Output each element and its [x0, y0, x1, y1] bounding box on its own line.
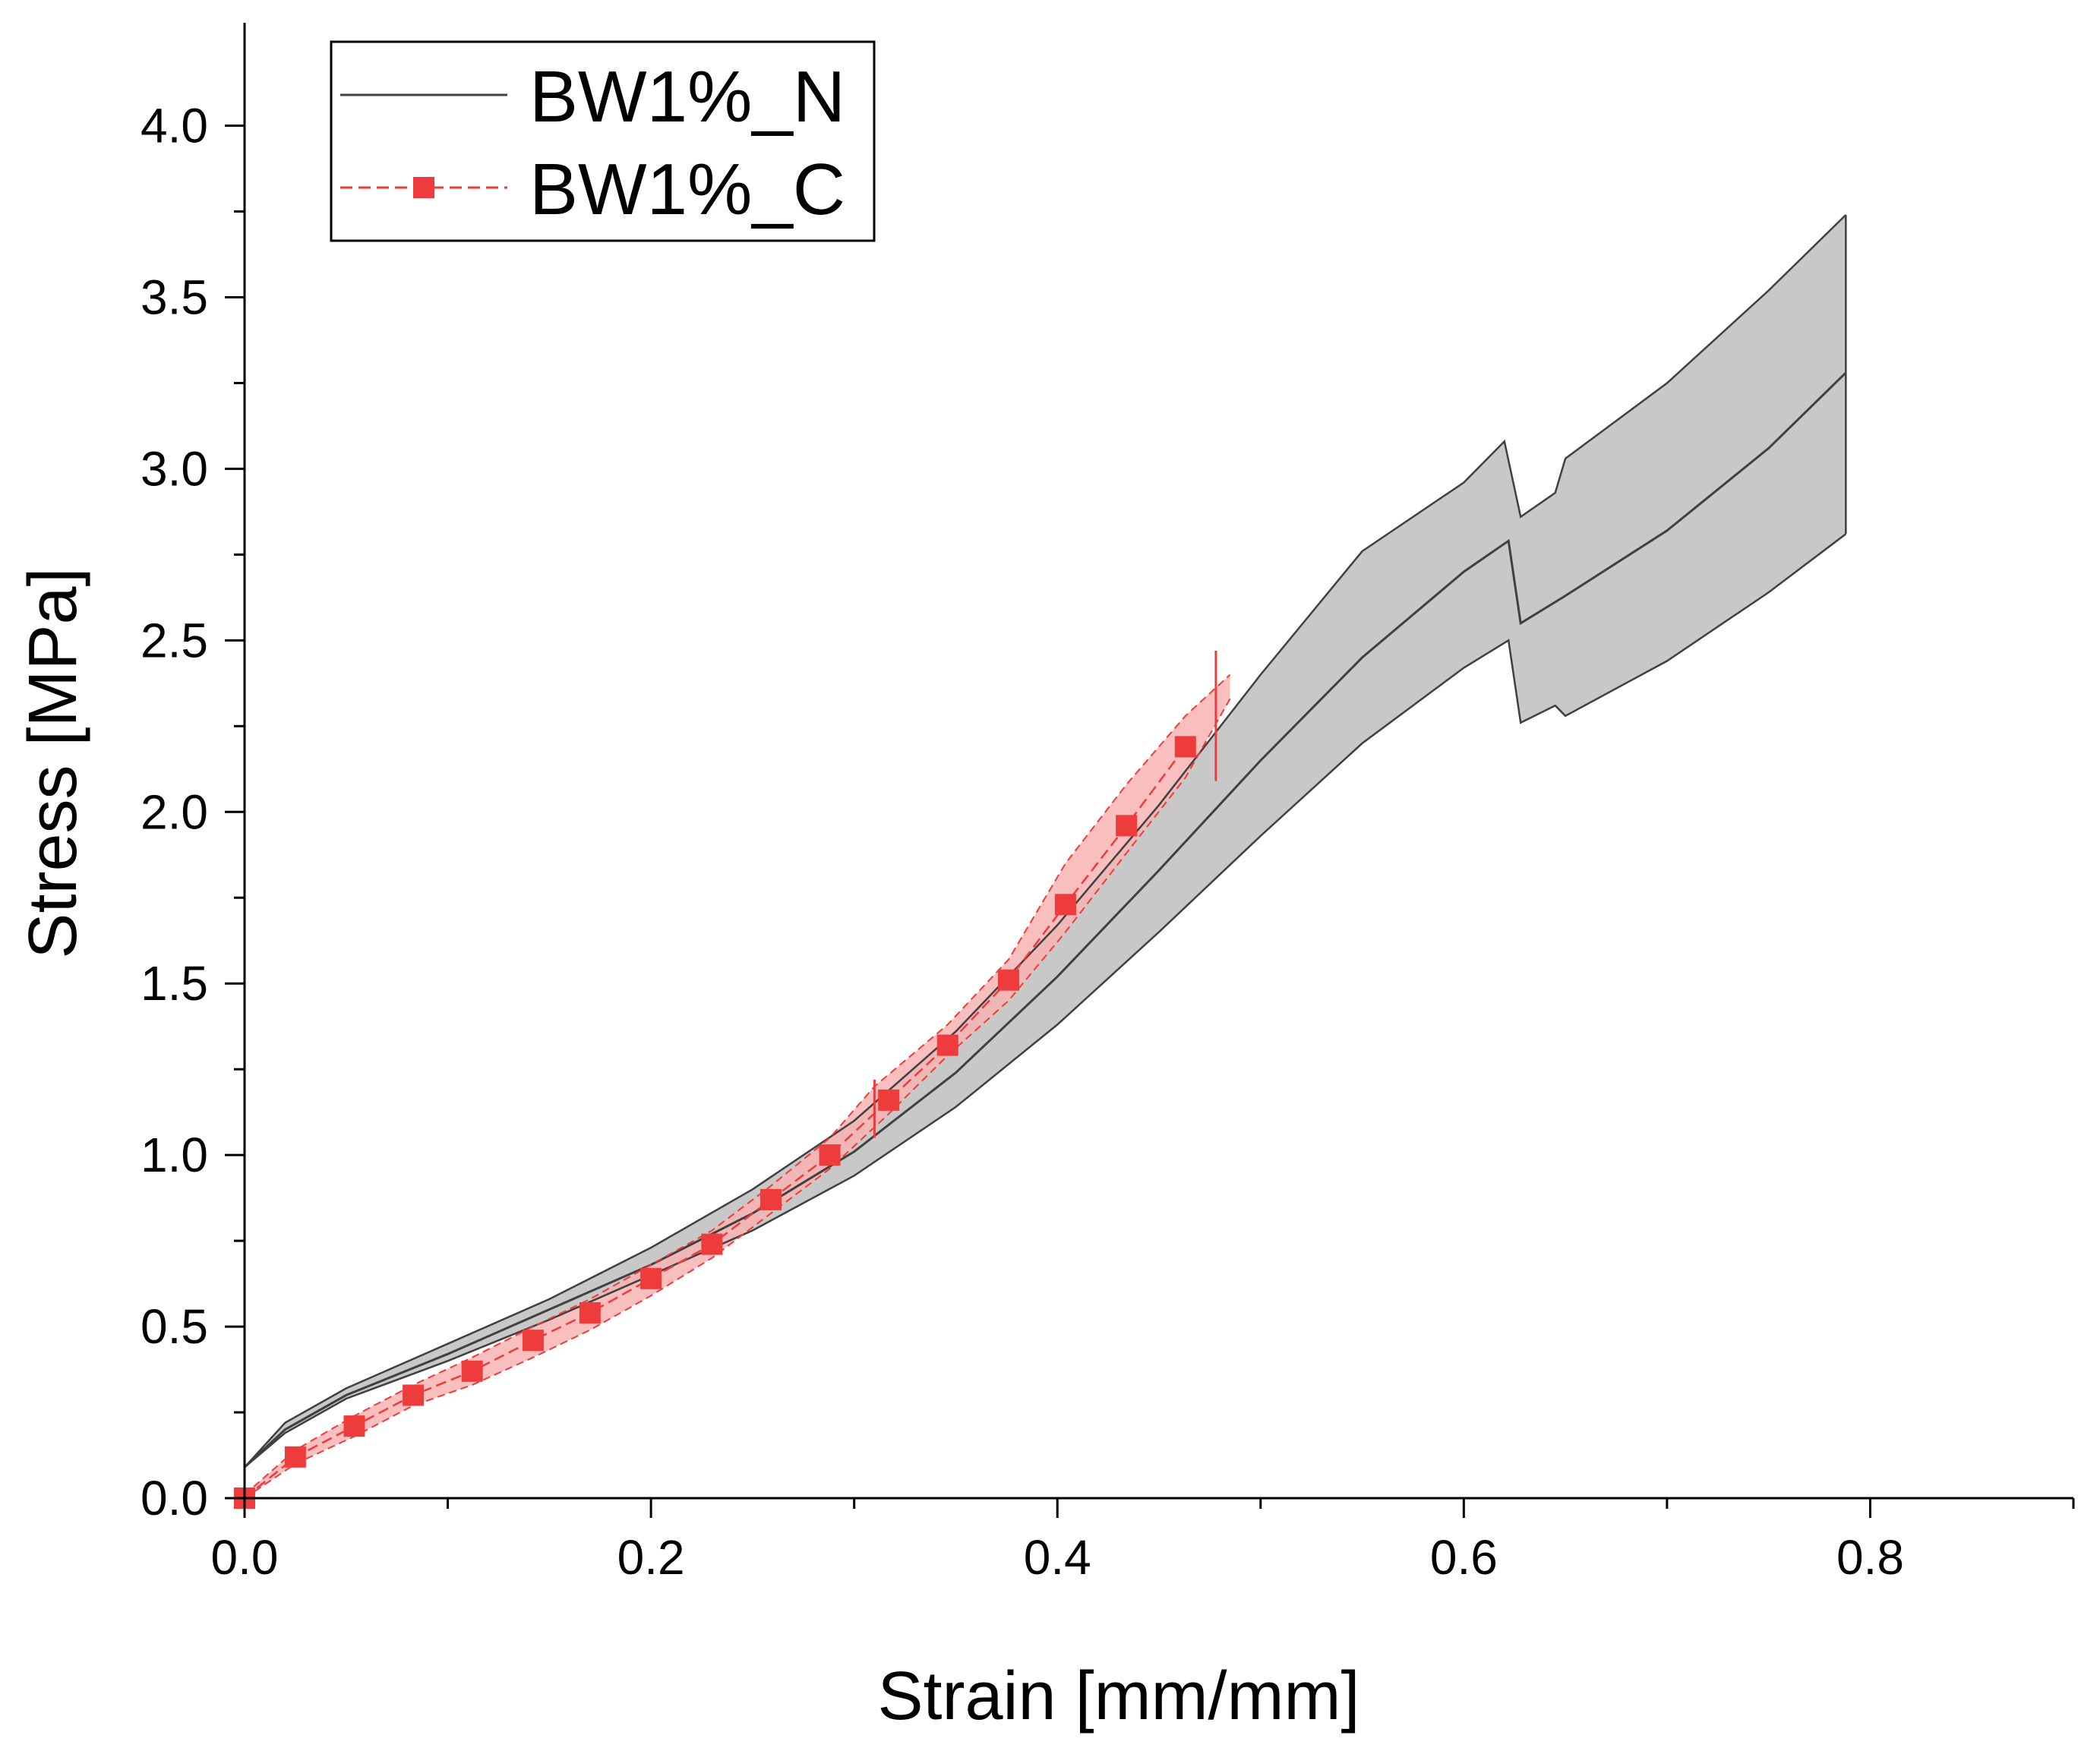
mean-line-bw1-n — [243, 371, 1847, 1469]
y-tick-label: 3.0 — [141, 441, 208, 496]
marker-bw1-c-3 — [403, 1384, 425, 1406]
marker-bw1-c-8 — [701, 1233, 723, 1255]
upper-line-bw1-n — [244, 214, 1847, 1469]
marker-bw1-c-2 — [343, 1415, 365, 1437]
marker-bw1-c-14 — [1054, 894, 1076, 916]
upper-line-bw1-c — [244, 674, 1231, 1496]
marker-bw1-c-7 — [640, 1267, 662, 1289]
y-tick-label: 0.5 — [141, 1299, 208, 1354]
y-tick-label: 1.5 — [141, 956, 208, 1011]
mean-line-bw1-c — [244, 746, 1186, 1499]
lower-line-bw1-n — [244, 533, 1847, 1469]
y-axis-title: Stress [MPa] — [15, 567, 91, 958]
y-tick-label: 2.0 — [141, 784, 208, 839]
marker-bw1-c-15 — [1116, 815, 1138, 837]
marker-bw1-c-6 — [579, 1301, 601, 1324]
legend-marker-bw1-c — [413, 177, 434, 198]
marker-bw1-c-5 — [522, 1330, 544, 1352]
x-axis-title: Strain [mm/mm] — [877, 1658, 1359, 1734]
x-tick-label: 0.6 — [1430, 1530, 1498, 1585]
x-tick-label: 0.2 — [617, 1530, 685, 1585]
marker-bw1-c-12 — [936, 1034, 958, 1056]
series-lines — [243, 214, 1847, 1499]
band-bw1-n — [245, 215, 1846, 1468]
axis-ticks: 0.0 0.2 0.4 0.6 0.8 0.0 0.5 1.0 1.5 2.0 2.5 3.0 3.5 4… — [141, 99, 2075, 1585]
y-tick-label: 2.5 — [141, 613, 208, 667]
marker-bw1-c-11 — [878, 1089, 900, 1111]
marker-bw1-c-10 — [819, 1144, 841, 1166]
marker-bw1-c-1 — [284, 1446, 306, 1468]
y-tick-label: 3.5 — [141, 270, 208, 324]
legend: BW1%_N BW1%_C — [330, 40, 876, 242]
marker-bw1-c-4 — [461, 1360, 483, 1382]
x-tick-label: 0.4 — [1024, 1530, 1091, 1585]
legend-label-bw1-n: BW1%_N — [529, 56, 845, 137]
x-tick-label: 0.8 — [1836, 1530, 1904, 1585]
y-tick-label: 0.0 — [141, 1471, 208, 1525]
confidence-bands — [245, 215, 1846, 1498]
marker-bw1-c-16 — [1174, 736, 1196, 758]
lower-line-bw1-c — [244, 698, 1231, 1499]
y-tick-label: 4.0 — [141, 99, 208, 153]
series-markers — [234, 736, 1196, 1509]
legend-box — [330, 40, 876, 242]
legend-label-bw1-c: BW1%_C — [529, 149, 845, 230]
axes — [243, 23, 2073, 1500]
x-tick-label: 0.0 — [211, 1530, 279, 1585]
marker-bw1-c-13 — [998, 969, 1020, 991]
marker-bw1-c-9 — [759, 1188, 782, 1210]
y-tick-label: 1.0 — [141, 1128, 208, 1182]
